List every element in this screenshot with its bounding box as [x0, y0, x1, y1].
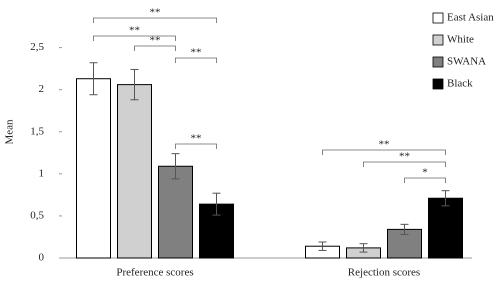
significance-bracket: [93, 35, 176, 41]
error-bar: [359, 243, 368, 253]
bar: [428, 197, 463, 259]
bar: [199, 203, 234, 259]
significance-label: *: [422, 167, 428, 179]
y-axis-label: Mean: [4, 119, 16, 145]
x-tick-label: Preference scores: [116, 267, 193, 279]
error-bar: [441, 190, 450, 207]
legend-label: White: [447, 34, 474, 46]
significance-bracket: [134, 45, 176, 51]
legend-swatch: [432, 78, 444, 90]
error-bar: [89, 62, 98, 96]
x-tick-label: Rejection scores: [348, 267, 420, 279]
significance-bracket: [363, 161, 446, 167]
error-bar: [400, 223, 409, 235]
y-tick-label: 2,5: [30, 41, 44, 53]
significance-label: **: [150, 7, 161, 19]
significance-label: **: [399, 151, 410, 163]
y-tick-label: 0: [39, 252, 45, 264]
legend-swatch: [432, 12, 444, 24]
legend-label: SWANA: [447, 56, 486, 68]
legend-label: Black: [447, 78, 473, 90]
y-tick-label: 2: [39, 83, 45, 95]
significance-label: **: [150, 35, 161, 47]
significance-bracket: [322, 149, 446, 155]
significance-label: **: [191, 47, 202, 59]
y-tick-label: 1,5: [30, 125, 44, 137]
significance-bracket: [93, 17, 217, 23]
y-tick-label: 1: [39, 167, 45, 179]
bar: [117, 84, 152, 259]
significance-label: **: [129, 25, 140, 37]
error-bar: [318, 241, 327, 251]
significance-label: **: [191, 133, 202, 145]
legend-swatch: [432, 56, 444, 68]
significance-bracket: [404, 177, 446, 183]
bar: [76, 78, 111, 259]
significance-label: **: [379, 139, 390, 151]
bar: [158, 165, 193, 259]
legend-swatch: [432, 34, 444, 46]
error-bar: [212, 192, 221, 216]
legend-label: East Asian: [447, 12, 494, 24]
significance-bracket: [175, 143, 217, 149]
error-bar: [171, 153, 180, 180]
y-tick-label: 0,5: [30, 209, 44, 221]
error-bar: [130, 68, 139, 101]
significance-bracket: [175, 57, 217, 63]
